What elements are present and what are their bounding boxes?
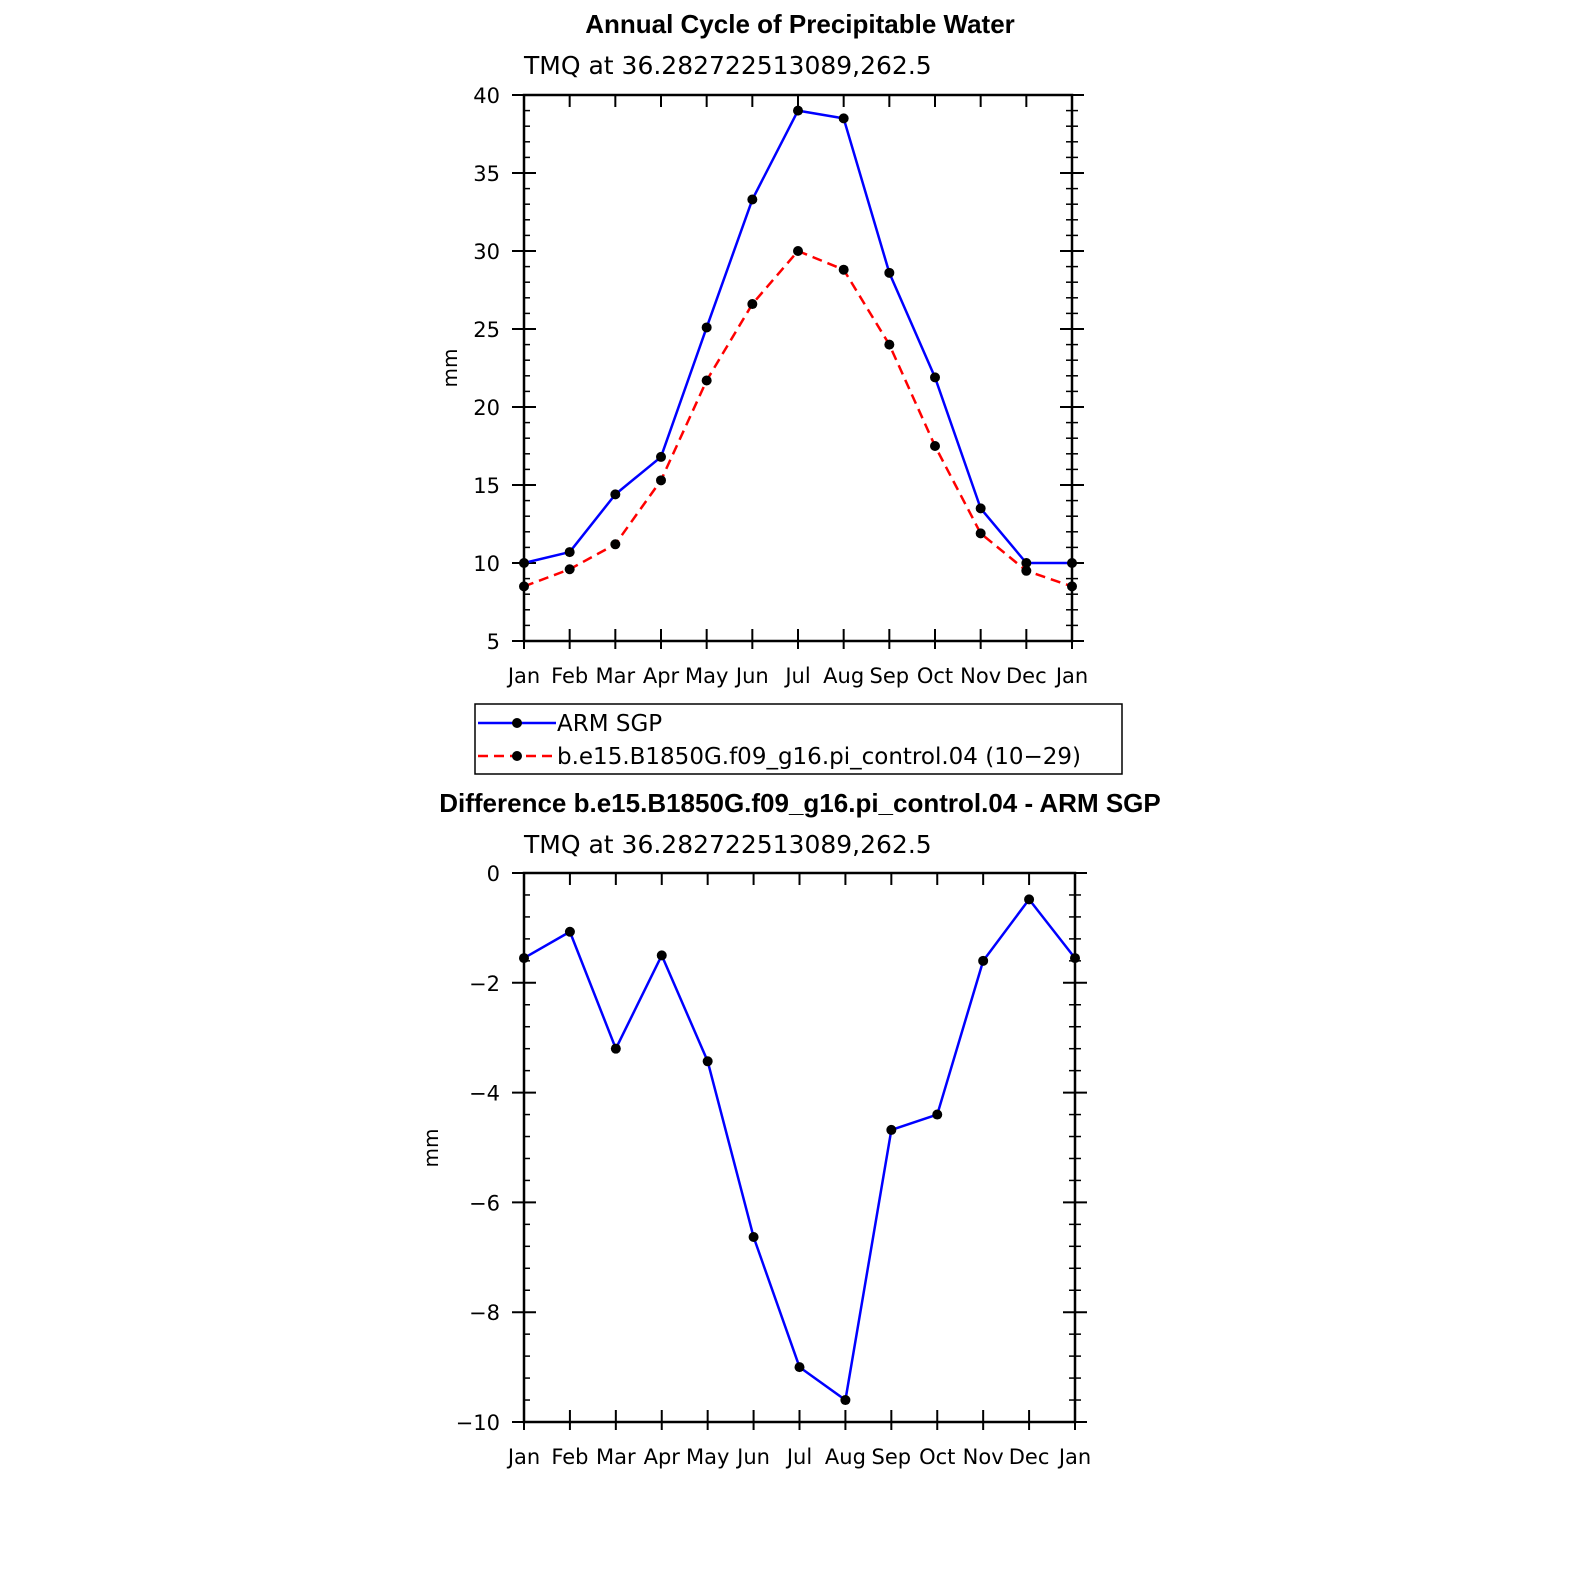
y-tick-label: 0 bbox=[487, 862, 500, 886]
data-point-0-5 bbox=[748, 1231, 759, 1242]
y-tick-label: 20 bbox=[473, 396, 500, 420]
x-tick-label: Jun bbox=[735, 1445, 770, 1469]
x-tick-label: Jul bbox=[785, 1445, 812, 1469]
x-tick-label: Jul bbox=[783, 664, 810, 688]
annual-cycle-title: Annual Cycle of Precipitable Water bbox=[585, 9, 1015, 39]
data-point-0-11 bbox=[1021, 558, 1032, 568]
legend: ARM SGP b.e15.B1850G.f09_g16.pi_control.… bbox=[474, 703, 1123, 775]
x-tick-label: Aug bbox=[823, 664, 864, 688]
difference-title: Difference b.e15.B1850G.f09_g16.pi_contr… bbox=[439, 788, 1161, 818]
data-point-0-9 bbox=[932, 1109, 943, 1120]
data-point-1-3 bbox=[656, 475, 666, 486]
data-point-0-3 bbox=[656, 451, 666, 462]
x-tick-label: Jun bbox=[734, 664, 769, 688]
data-point-0-2 bbox=[610, 489, 621, 500]
data-point-0-8 bbox=[886, 1124, 897, 1135]
x-tick-label: Feb bbox=[551, 664, 588, 688]
legend-entry-model: b.e15.B1850G.f09_g16.pi_control.04 (10−2… bbox=[478, 744, 1081, 770]
difference-ylabel: mm bbox=[419, 1129, 443, 1168]
y-tick-label: −8 bbox=[469, 1301, 500, 1325]
x-tick-label: Dec bbox=[1009, 1445, 1050, 1469]
x-tick-label: Jan bbox=[506, 664, 540, 688]
data-point-1-10 bbox=[975, 528, 986, 539]
x-tick-label: Apr bbox=[643, 664, 680, 688]
y-tick-label: −10 bbox=[456, 1411, 500, 1435]
data-point-0-6 bbox=[794, 1362, 805, 1373]
x-tick-label: Dec bbox=[1006, 664, 1047, 688]
difference-axes: Jan Feb Mar Apr May Jun Jul Aug Sep Oct Nov Dec Jan−… bbox=[456, 862, 1092, 1469]
x-tick-label: Nov bbox=[963, 1445, 1004, 1469]
x-tick-label: Apr bbox=[644, 1445, 681, 1469]
legend-label-model: b.e15.B1850G.f09_g16.pi_control.04 (10−2… bbox=[557, 744, 1081, 770]
annual-cycle-subtitle: TMQ at 36.282722513089,262.5 bbox=[523, 51, 932, 80]
data-point-0-8 bbox=[884, 267, 895, 278]
difference-plot-frame bbox=[522, 871, 1077, 1424]
x-tick-label: Jan bbox=[1057, 1445, 1091, 1469]
data-point-1-11 bbox=[1021, 565, 1032, 576]
data-point-0-1 bbox=[564, 926, 575, 937]
data-point-1-5 bbox=[747, 299, 758, 310]
data-point-0-9 bbox=[930, 372, 940, 383]
y-tick-label: 15 bbox=[473, 474, 500, 498]
y-tick-label: 35 bbox=[473, 162, 500, 186]
y-tick-label: 10 bbox=[473, 552, 500, 576]
data-point-0-7 bbox=[838, 113, 849, 124]
data-point-0-10 bbox=[978, 955, 989, 966]
series-line-0 bbox=[523, 109, 1072, 565]
x-tick-label: Oct bbox=[919, 1445, 955, 1469]
annual-cycle-plot-frame bbox=[522, 93, 1074, 643]
data-point-1-4 bbox=[701, 375, 712, 386]
y-tick-label: −6 bbox=[469, 1191, 500, 1215]
difference-chart: Difference b.e15.B1850G.f09_g16.pi_contr… bbox=[419, 788, 1161, 1469]
legend-marker-arm-sgp bbox=[512, 718, 522, 728]
data-point-1-9 bbox=[930, 441, 940, 451]
data-point-0-6 bbox=[793, 105, 803, 116]
data-point-0-4 bbox=[701, 322, 712, 333]
y-tick-label: 40 bbox=[473, 84, 500, 108]
series-line-1 bbox=[523, 249, 1073, 588]
x-tick-label: Oct bbox=[917, 664, 953, 688]
data-point-1-7 bbox=[838, 264, 849, 275]
y-tick-label: −4 bbox=[469, 1082, 500, 1106]
x-tick-label: Mar bbox=[596, 1445, 636, 1469]
difference-subtitle: TMQ at 36.282722513089,262.5 bbox=[523, 830, 932, 859]
legend-box bbox=[474, 703, 1123, 775]
x-tick-label: Feb bbox=[551, 1445, 588, 1469]
x-tick-label: May bbox=[685, 664, 728, 688]
y-tick-label: 25 bbox=[473, 318, 500, 342]
data-point-0-4 bbox=[702, 1056, 713, 1067]
x-tick-label: Nov bbox=[960, 664, 1001, 688]
y-tick-label: 5 bbox=[487, 630, 500, 654]
legend-marker-model bbox=[512, 751, 522, 761]
difference-series bbox=[519, 894, 1080, 1406]
annual-cycle-chart: Annual Cycle of Precipitable Water TMQ a… bbox=[438, 9, 1088, 688]
x-tick-label: Jan bbox=[506, 1445, 540, 1469]
annual-cycle-axes: Jan Feb Mar Apr May Jun Jul Aug Sep Oct Nov Dec Jan5… bbox=[473, 84, 1088, 688]
annual-cycle-ylabel: mm bbox=[438, 349, 462, 388]
y-tick-label: −2 bbox=[469, 972, 500, 996]
data-point-1-6 bbox=[793, 246, 803, 256]
y-tick-label: 30 bbox=[473, 240, 500, 264]
data-point-0-1 bbox=[564, 547, 575, 558]
x-tick-label: Sep bbox=[872, 1445, 912, 1469]
data-point-1-1 bbox=[564, 564, 575, 575]
data-point-0-10 bbox=[975, 503, 986, 514]
data-point-0-11 bbox=[1024, 894, 1035, 905]
data-point-1-8 bbox=[884, 339, 895, 350]
legend-entry-arm-sgp: ARM SGP bbox=[478, 711, 662, 737]
legend-label-arm-sgp: ARM SGP bbox=[557, 711, 662, 737]
data-point-1-2 bbox=[610, 539, 621, 550]
x-tick-label: Mar bbox=[596, 664, 636, 688]
data-point-0-7 bbox=[840, 1395, 851, 1406]
x-tick-label: May bbox=[686, 1445, 729, 1469]
x-tick-label: Aug bbox=[825, 1445, 866, 1469]
x-tick-label: Jan bbox=[1054, 664, 1088, 688]
data-point-0-3 bbox=[656, 950, 667, 961]
series-line-0 bbox=[523, 898, 1076, 1402]
x-tick-label: Sep bbox=[870, 664, 910, 688]
data-point-0-2 bbox=[610, 1043, 621, 1054]
data-point-0-5 bbox=[747, 194, 758, 205]
annual-cycle-series bbox=[519, 105, 1077, 592]
